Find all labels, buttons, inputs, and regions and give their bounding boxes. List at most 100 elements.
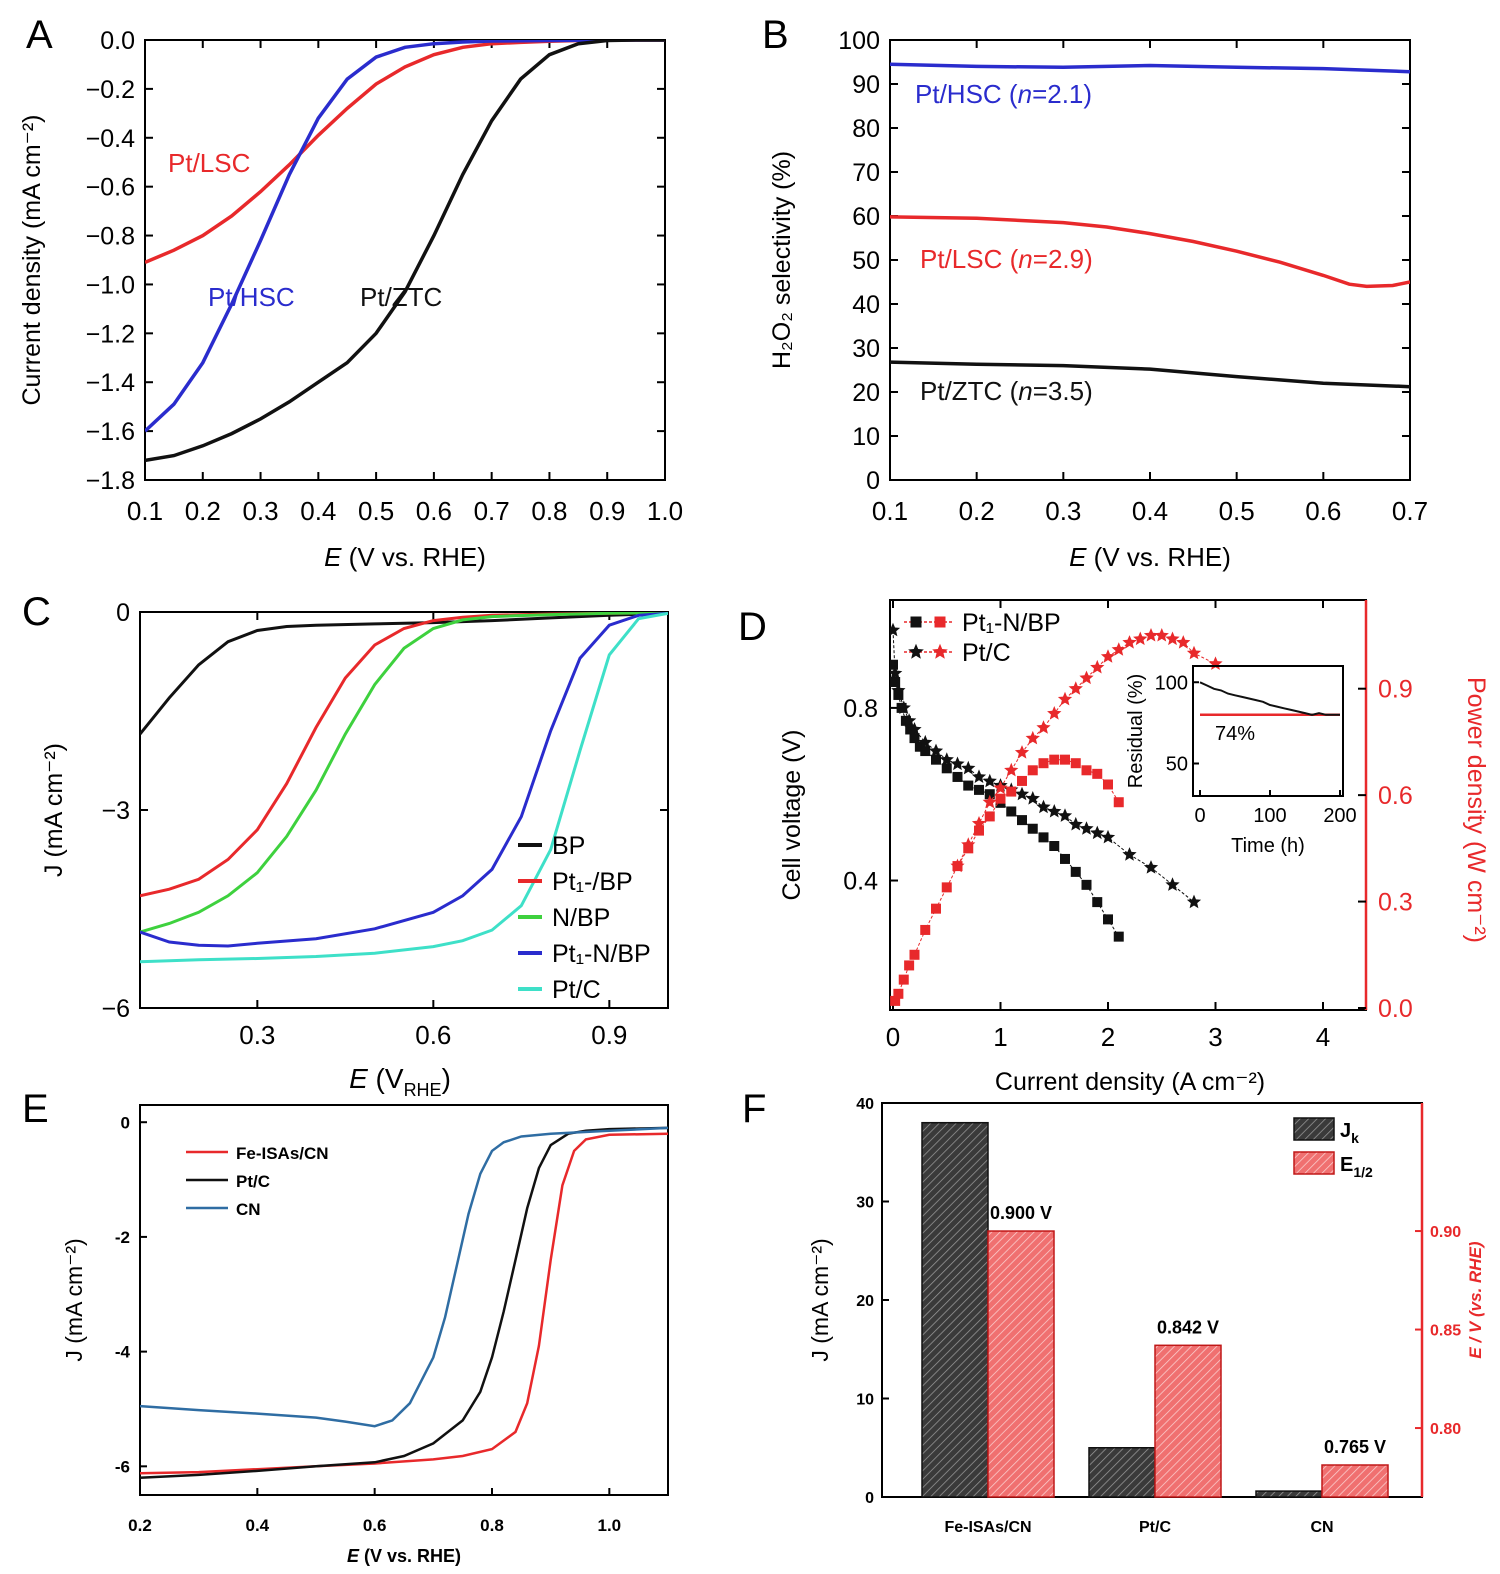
panel-f-letter: F [742, 1087, 766, 1131]
y-tick-label: -2 [115, 1228, 130, 1247]
panel-c-series [140, 612, 668, 964]
data-point [1113, 797, 1124, 808]
panel-a: A 0.1 0.2 0.3 0.4 0.5 0.6 0.7 0.8 0.9 1.0 0.0 −0.2 −… [18, 13, 683, 572]
panel-a-series [145, 40, 665, 463]
data-point [1057, 691, 1073, 706]
x-tick-label: 0.1 [127, 496, 163, 526]
panel-b-series [890, 62, 1410, 389]
panel-f-ylabel-left: J (mA cm⁻²) [807, 1238, 833, 1361]
y-tick-label: 0 [866, 467, 880, 495]
data-point [1060, 853, 1070, 864]
data-point [909, 949, 920, 960]
data-point [950, 756, 965, 771]
y-tick-label: 90 [852, 71, 880, 99]
y-tick-label: −3 [101, 797, 130, 825]
y-tick-label: −1.6 [86, 418, 135, 446]
series-line-pt-lsc [890, 215, 1410, 289]
y-tick-label: 0.4 [843, 868, 878, 896]
legend-label: CN [236, 1200, 261, 1219]
series-line [140, 1132, 668, 1475]
data-point [1186, 894, 1202, 909]
x-tick-label: 0.1 [872, 496, 908, 526]
x-tick-label: 4 [1316, 1022, 1330, 1052]
data-point [1154, 628, 1169, 642]
legend-label: Pt₁-N/BP [552, 940, 651, 968]
y-tick-label: −0.4 [86, 125, 135, 153]
legend-label-sub: 1/2 [1353, 1164, 1373, 1180]
legend-marker [908, 643, 924, 659]
inset-frame [1192, 665, 1344, 797]
data-point [1176, 635, 1191, 649]
y-tick-label-right: 0.85 [1430, 1323, 1461, 1340]
y-tick-label: 60 [852, 203, 880, 231]
y-tick-label: 20 [852, 379, 880, 407]
data-point [963, 780, 974, 791]
y-tick-label: -4 [115, 1343, 131, 1362]
y-tick-label: 0 [865, 1490, 874, 1507]
x-tick-label: 2 [1101, 1022, 1115, 1052]
panel-d-xlabel: Current density (A cm⁻²) [995, 1068, 1265, 1096]
data-point [1049, 754, 1060, 765]
legend-label: Pt/C [236, 1172, 270, 1191]
panel-b-letter: B [762, 13, 789, 57]
x-tick-label: 0.8 [531, 496, 567, 526]
y-tick-label: −1.2 [86, 320, 135, 348]
series-line [140, 612, 668, 736]
y-tick-label: 100 [838, 27, 880, 55]
data-point [1143, 860, 1159, 874]
data-point [1027, 823, 1038, 834]
y-tick-label: 0.0 [1378, 995, 1413, 1023]
y-tick-label: −0.2 [86, 76, 135, 104]
x-tick-label: 0.5 [1219, 496, 1255, 526]
data-point [1038, 832, 1049, 843]
inset-annotation: 74% [1215, 723, 1255, 745]
bar-e-half [1154, 1344, 1222, 1498]
panel-b-label-pt-hsc: Pt/HSC (n=2.1) [915, 79, 1092, 109]
series-line-pt-hsc [890, 62, 1410, 74]
data-point [891, 683, 906, 697]
data-point [1165, 877, 1180, 891]
data-point [1025, 730, 1040, 745]
data-point [1070, 758, 1081, 769]
panel-a-label-pt-lsc: Pt/LSC [168, 148, 250, 178]
data-point [1122, 635, 1137, 649]
bar-jk [1088, 1447, 1156, 1498]
data-point [1079, 670, 1094, 685]
inset-x-tick-label: 0 [1194, 805, 1205, 827]
data-point [1049, 841, 1060, 851]
data-point [952, 771, 963, 782]
bar-value-label: 0.765 V [1324, 1437, 1386, 1457]
panel-c-letter: C [22, 590, 51, 634]
data-point [1143, 628, 1159, 642]
panel-b: B 0.1 0.2 0.3 0.4 0.5 0.6 0.7 0 10 20 30 40 50 60 70 80… [762, 13, 1428, 572]
data-point [1081, 879, 1092, 890]
category-label: Pt/C [1139, 1519, 1171, 1536]
series-line [140, 612, 668, 934]
panel-c-legend: BP Pt₁-/BP N/BP Pt₁-N/BP Pt/C [518, 832, 651, 1004]
legend-label: BP [552, 832, 585, 860]
y-tick-label: 80 [852, 115, 880, 143]
x-tick-label: 0.4 [246, 1516, 270, 1535]
data-point [974, 784, 984, 795]
panel-d-letter: D [738, 605, 767, 649]
x-tick-label: 0.4 [300, 496, 336, 526]
data-point [1103, 914, 1113, 925]
x-tick-label: 0.2 [185, 496, 221, 526]
series-line [140, 612, 668, 898]
x-tick-label: 0.6 [363, 1516, 387, 1535]
data-point [898, 974, 909, 985]
category-label: Fe-ISAs/CN [944, 1519, 1031, 1536]
x-tick-label: 0.4 [1132, 496, 1168, 526]
series-line-pt-hsc [145, 40, 665, 433]
legend-marker [932, 643, 948, 659]
panel-b-ticks: 0.1 0.2 0.3 0.4 0.5 0.6 0.7 0 10 20 30 40 50 60 70 80 90… [838, 27, 1428, 526]
data-point [971, 769, 987, 783]
x-tick-label: 1 [993, 1022, 1007, 1052]
data-point [961, 837, 976, 851]
data-point [1038, 758, 1049, 769]
data-point [941, 882, 952, 893]
data-point [971, 816, 987, 830]
series-line-pt-ztc [890, 360, 1410, 389]
data-point [993, 780, 1008, 795]
